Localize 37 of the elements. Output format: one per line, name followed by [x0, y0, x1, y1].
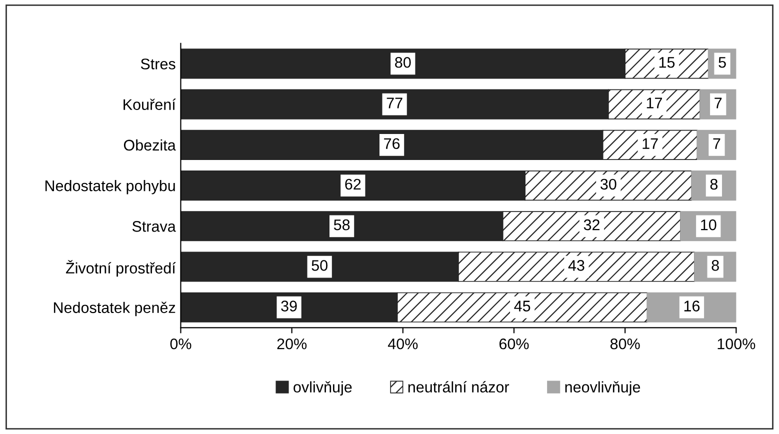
data-label: 5: [718, 57, 726, 68]
y-tick-label: Nedostatek pohybu: [45, 180, 175, 194]
y-tick-label: Kouření: [124, 98, 176, 110]
x-tick-label: 80%: [610, 338, 640, 350]
y-tick-label: Obezita: [124, 139, 176, 151]
legend-label: neovlivňuje: [565, 381, 640, 396]
data-label: 10: [701, 219, 716, 230]
x-tick-label: 40%: [388, 338, 418, 350]
data-label: 39: [281, 300, 297, 312]
y-tick-label: Strava: [132, 221, 176, 232]
y-tick-label: Nedostatek peněz: [54, 302, 176, 316]
y-tick-label: Životní prostředí: [66, 260, 176, 277]
x-tick-label: 20%: [277, 338, 307, 350]
data-label: 7: [714, 98, 722, 108]
data-label: 50: [312, 260, 328, 271]
data-label: 17: [646, 98, 662, 108]
data-label: 76: [384, 138, 400, 150]
data-label: 7: [713, 138, 720, 149]
data-label: 80: [395, 56, 411, 68]
data-label: 58: [334, 219, 350, 230]
data-label: 17: [642, 138, 658, 149]
data-label: 16: [684, 300, 700, 312]
legend-label: neutrální názor: [408, 381, 510, 393]
data-label: 43: [568, 260, 584, 271]
x-tick-label: 100%: [718, 338, 756, 350]
data-label: 8: [712, 260, 719, 271]
data-label: 30: [600, 178, 616, 190]
data-label: 45: [514, 300, 530, 312]
y-tick-label: Stres: [140, 58, 176, 70]
x-tick-label: 0%: [170, 338, 192, 350]
data-label: 77: [386, 98, 402, 108]
data-label: 32: [584, 219, 600, 230]
data-label: 15: [659, 57, 675, 68]
data-label: 8: [710, 178, 718, 190]
x-tick-label: 60%: [499, 338, 529, 350]
legend-label: ovlivňuje: [294, 381, 352, 396]
data-label: 62: [345, 178, 361, 190]
